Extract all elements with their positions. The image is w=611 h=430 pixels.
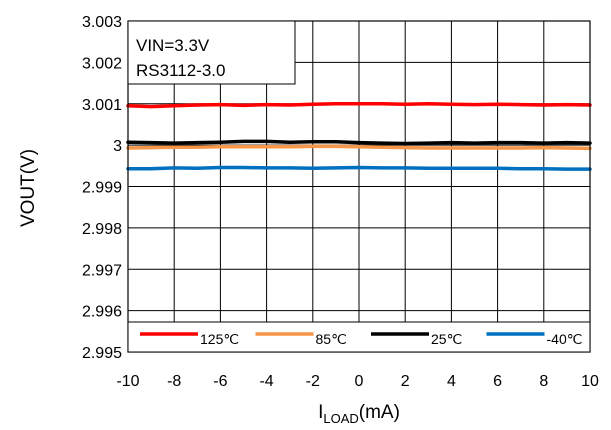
annotation-line-1: VIN=3.3V [136,36,210,55]
y-tick-label: 2.995 [82,345,122,362]
x-axis-label: ILOAD(mA) [318,402,400,426]
annotation-line-2: RS3112-3.0 [136,61,225,80]
x-tick-label: -10 [116,373,139,390]
x-tick-label: 10 [581,373,599,390]
legend-label: 85℃ [316,331,347,347]
y-axis-label: VOUT(V) [18,149,39,227]
x-tick-label: -2 [306,373,320,390]
legend: 125℃ 85℃ 25℃ -40℃ [127,321,591,353]
series-line [126,144,592,151]
legend-frame [127,321,591,353]
x-tick-label: 0 [355,373,364,390]
x-tick-label: 2 [401,373,410,390]
x-tick-label: -6 [213,373,227,390]
y-tick-label: 3 [113,138,122,155]
legend-label: -40℃ [547,331,583,347]
x-tick-label: -8 [167,373,181,390]
series-layer [126,102,592,171]
series-line [126,102,592,109]
y-tick-label: 2.999 [82,180,122,197]
y-tick-label: 2.998 [82,221,122,238]
y-tick-labels: 2.995 2.996 2.997 2.998 2.999 3 3.001 3.002 3.00… [82,14,122,362]
series-line [126,165,592,171]
y-tick-label: 3.001 [82,97,122,114]
annotation-frame [127,20,296,85]
y-tick-label: 3.003 [82,14,122,31]
x-tick-label: 8 [539,373,548,390]
x-tick-label: -4 [259,373,273,390]
x-tick-label: 6 [493,373,502,390]
x-tick-label: 4 [447,373,456,390]
x-axis-label-main: I [318,402,323,423]
y-tick-label: 2.996 [82,304,122,321]
y-tick-label: 3.002 [82,55,122,72]
annotation-box: VIN=3.3V RS3112-3.0 [127,20,296,85]
x-axis-label-subscript: LOAD [323,411,358,426]
x-tick-labels: -10 -8 -6 -4 -2 0 2 4 6 8 10 [116,373,599,390]
series-line [126,139,592,146]
legend-label: 25℃ [431,331,462,347]
y-tick-label: 2.997 [82,262,122,279]
legend-label: 125℃ [200,331,239,347]
x-axis-label-unit: (mA) [359,402,400,423]
